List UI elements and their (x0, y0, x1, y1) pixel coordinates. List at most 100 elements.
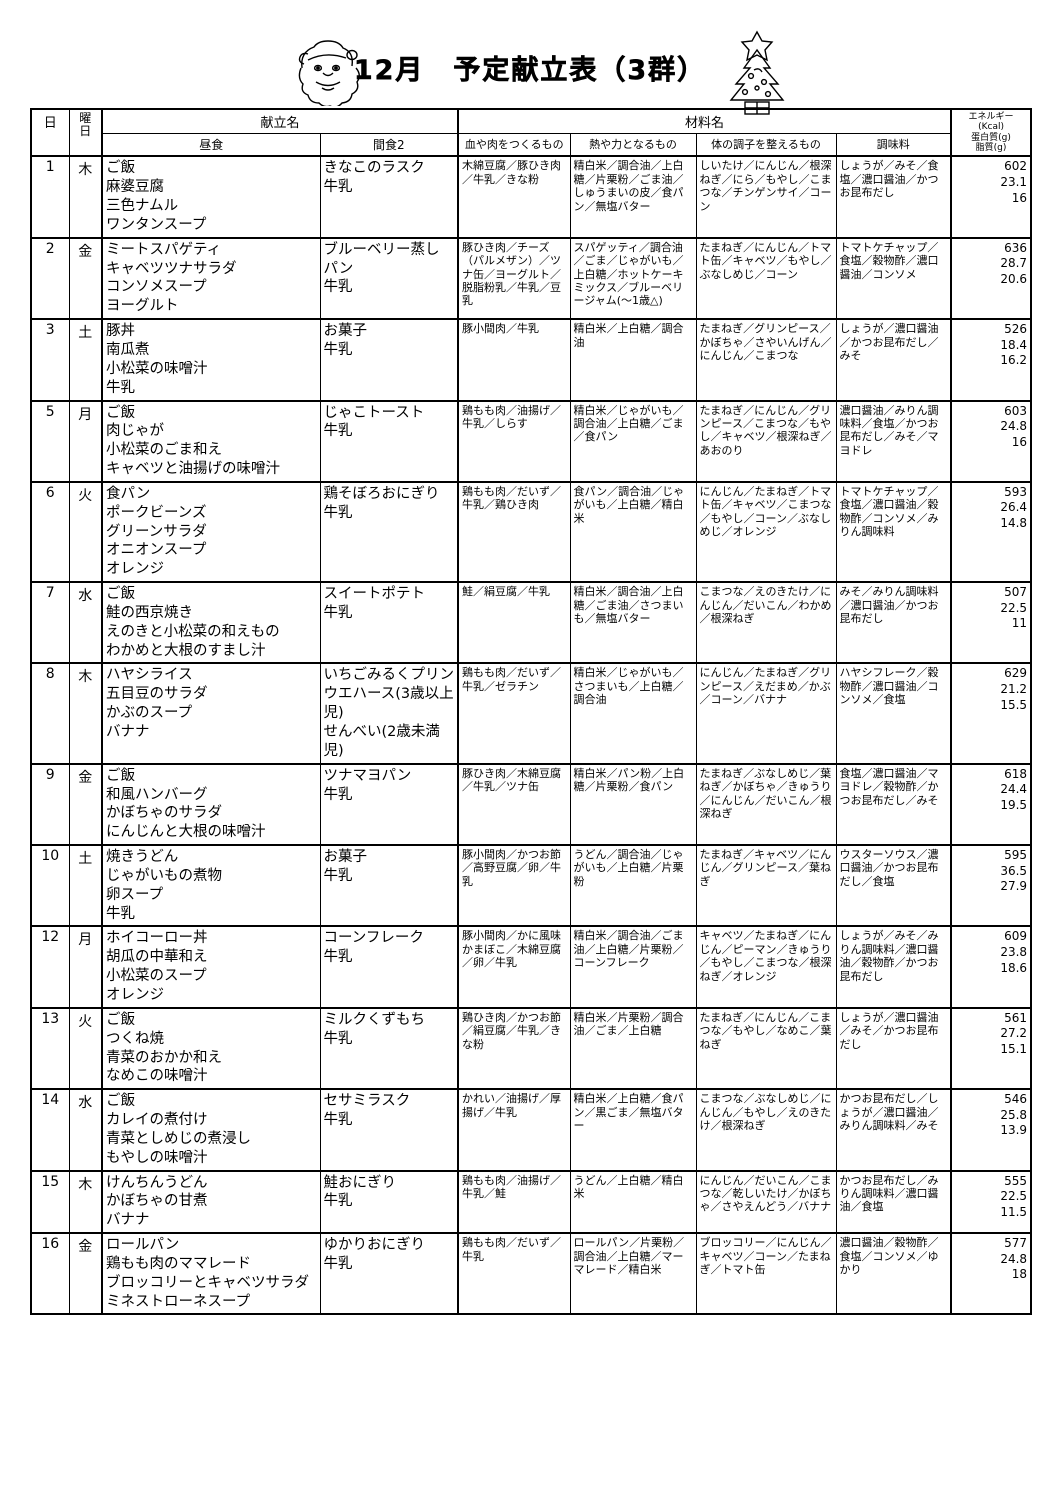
cell-dow: 木 (68, 662, 103, 765)
cell-ing_season: しょうが／みそ／食塩／濃口醤油／かつお昆布だし (835, 155, 952, 239)
cell-ing_season: ウスターソウス／濃口醤油／かつお昆布だし／食塩 (835, 844, 952, 927)
header-ing-season: 調味料 (835, 133, 952, 157)
cell-lunch: ご飯 和風ハンバーグ かぼちゃのサラダ にんじんと大根の味噌汁 (101, 762, 321, 846)
cell-ing_protein: 鶏ひき肉／かつお節／絹豆腐／牛乳／きな粉 (457, 1006, 571, 1090)
cell-ing_season: しょうが／みそ／みりん調味料／濃口醤油／穀物酢／かつお昆布だし (835, 925, 952, 1009)
cell-dow: 水 (68, 581, 103, 664)
cell-snack: じゃこトースト 牛乳 (319, 399, 459, 483)
cell-ing_protein: 鶏もも肉／油揚げ／牛乳／鮭 (457, 1169, 571, 1234)
cell-dow: 土 (68, 318, 103, 402)
cell-ing_protein: 木綿豆腐／豚ひき肉／牛乳／きな粉 (457, 155, 571, 239)
cell-ing_regulate: にんじん／だいこん／こまつな／乾しいたけ／かぼちゃ／さやえんどう／バナナ (695, 1169, 837, 1234)
menu-table: 日 曜日 献立名 材料名 エネルギー (Kcal) 蛋白質(g) 脂質(g) 昼… (30, 108, 1033, 1316)
cell-snack: コーンフレーク 牛乳 (319, 925, 459, 1009)
table-row: 7 水ご飯 鮭の西京焼き えのきと小松菜の和えもの わかめと大根のすまし汁 スイート… (30, 581, 1032, 664)
cell-ing_energy: 精白米／上白糖／食パン／黒ごま／無塩バター (569, 1088, 697, 1172)
cell-nutrition: 618 24.4 19.5 (950, 762, 1032, 846)
cell-ing_regulate: にんじん／たまねぎ／グリンピース／えだまめ／かぶ／コーン／バナナ (695, 662, 837, 765)
santa-icon (298, 40, 360, 106)
cell-ing_energy: ロールパン／片栗粉／調合油／上白糖／マーマレード／精白米 (569, 1232, 697, 1315)
cell-day: 1 (30, 155, 70, 239)
cell-ing_season: かつお昆布だし／しょうが／濃口醤油／みりん調味料／みそ (835, 1088, 952, 1172)
table-row: 1 木ご飯 麻婆豆腐 三色ナムル ワンタンスープ きなこのラスク 牛乳 木綿豆腐／豚ひ… (30, 155, 1032, 239)
cell-lunch: ご飯 鮭の西京焼き えのきと小松菜の和えもの わかめと大根のすまし汁 (101, 581, 321, 664)
cell-day: 14 (30, 1088, 70, 1172)
cell-lunch: 食パン ポークビーンズ グリーンサラダ オニオンスープ オレンジ (101, 480, 321, 583)
header-snack2: 間食2 (319, 133, 459, 157)
table-row: 2 金ミートスパゲティ キャベツツナサラダ コンソメスープ ヨーグルト ブルーベリー… (30, 236, 1032, 320)
cell-nutrition: 593 26.4 14.8 (950, 480, 1032, 583)
cell-ing_energy: 精白米／片栗粉／調合油／ごま／上白糖 (569, 1006, 697, 1090)
cell-lunch: ご飯 肉じゃが 小松菜のごま和え キャベツと油揚げの味噌汁 (101, 399, 321, 483)
cell-ing_regulate: たまねぎ／ぶなしめじ／葉ねぎ／かぼちゃ／きゅうり／にんじん／だいこん／根深ねぎ (695, 762, 837, 846)
header-ing-regulate: 体の調子を整えるもの (695, 133, 837, 157)
header-day: 日 (30, 108, 70, 157)
cell-ing_regulate: たまねぎ／にんじん／グリンピース／こまつな／もやし／キャベツ／根深ねぎ／あおのり (695, 399, 837, 483)
title-band: 12月 予定献立表（3群） (30, 30, 1030, 115)
table-row: 15 木けんちんうどん かぼちゃの甘煮 バナナ 鮭おにぎり 牛乳 鶏もも肉／油揚げ／牛… (30, 1169, 1032, 1234)
cell-nutrition: 609 23.8 18.6 (950, 925, 1032, 1009)
header-lunch: 昼食 (101, 133, 321, 157)
header-dow: 曜日 (68, 108, 103, 157)
cell-dow: 水 (68, 1088, 103, 1172)
cell-ing_regulate: キャベツ／たまねぎ／にんじん／ピーマン／きゅうり／もやし／こまつな／根深ねぎ／オ… (695, 925, 837, 1009)
cell-nutrition: 555 22.5 11.5 (950, 1169, 1032, 1234)
cell-ing_energy: スパゲッティ／調合油／ごま／じゃがいも／上白糖／ホットケーキミックス／ブルーベリ… (569, 236, 697, 320)
cell-lunch: ロールパン 鶏もも肉のママレード ブロッコリーとキャベツサラダ ミネストローネス… (101, 1232, 321, 1315)
cell-nutrition: 636 28.7 20.6 (950, 236, 1032, 320)
header-menu-group: 献立名 (100, 108, 459, 135)
cell-snack: セサミラスク 牛乳 (319, 1088, 459, 1172)
cell-lunch: ハヤシライス 五目豆のサラダ かぶのスープ バナナ (101, 662, 321, 765)
table-row: 6 火食パン ポークビーンズ グリーンサラダ オニオンスープ オレンジ 鶏そぼろおに… (30, 480, 1032, 583)
cell-snack: いちごみるくプリン ウエハース(3歳以上児) せんべい(2歳未満児) (319, 662, 459, 765)
cell-ing_energy: 食パン／調合油／じゃがいも／上白糖／精白米 (569, 480, 697, 583)
cell-dow: 金 (68, 762, 103, 846)
cell-dow: 月 (68, 399, 103, 483)
cell-day: 16 (30, 1232, 70, 1315)
cell-nutrition: 546 25.8 13.9 (950, 1088, 1032, 1172)
cell-ing_protein: 鶏もも肉／だいず／牛乳 (457, 1232, 571, 1315)
cell-snack: お菓子 牛乳 (319, 318, 459, 402)
cell-ing_season: 食塩／濃口醤油／マヨドレ／穀物酢／かつお昆布だし／みそ (835, 762, 952, 846)
cell-ing_regulate: たまねぎ／にんじん／トマト缶／キャベツ／もやし／ぶなしめじ／コーン (695, 236, 837, 320)
cell-nutrition: 602 23.1 16 (950, 155, 1032, 239)
cell-ing_regulate: たまねぎ／グリンピース／かぼちゃ／さやいんげん／にんじん／こまつな (695, 318, 837, 402)
cell-ing_season: しょうが／濃口醤油／みそ／かつお昆布だし (835, 1006, 952, 1090)
header-ing-protein: 血や肉をつくるもの (457, 133, 571, 157)
cell-ing_protein: 豚小間肉／かつお節／高野豆腐／卵／牛乳 (457, 844, 571, 927)
cell-dow: 火 (68, 1006, 103, 1090)
cell-lunch: ミートスパゲティ キャベツツナサラダ コンソメスープ ヨーグルト (101, 236, 321, 320)
header-ing-energy: 熱や力となるもの (569, 133, 697, 157)
cell-ing_energy: 精白米／じゃがいも／調合油／上白糖／ごま／食パン (569, 399, 697, 483)
cell-ing_protein: 鶏もも肉／油揚げ／牛乳／しらす (457, 399, 571, 483)
cell-lunch: ご飯 つくね焼 青菜のおかか和え なめこの味噌汁 (101, 1006, 321, 1090)
cell-lunch: ホイコーロー丼 胡瓜の中華和え 小松菜のスープ オレンジ (101, 925, 321, 1009)
cell-ing_regulate: にんじん／たまねぎ／トマト缶／キャベツ／こまつな／もやし／コーン／ぶなしめじ／オ… (695, 480, 837, 583)
cell-dow: 木 (68, 155, 103, 239)
cell-lunch: 焼きうどん じゃがいもの煮物 卵スープ 牛乳 (101, 844, 321, 927)
cell-day: 2 (30, 236, 70, 320)
cell-nutrition: 603 24.8 16 (950, 399, 1032, 483)
table-header: 日 曜日 献立名 材料名 エネルギー (Kcal) 蛋白質(g) 脂質(g) 昼… (30, 108, 1032, 157)
table-row: 10 土焼きうどん じゃがいもの煮物 卵スープ 牛乳 お菓子 牛乳 豚小間肉／かつお節… (30, 844, 1032, 927)
cell-ing_regulate: こまつな／ぶなしめじ／にんじん／もやし／えのきたけ／根深ねぎ (695, 1088, 837, 1172)
cell-lunch: ご飯 麻婆豆腐 三色ナムル ワンタンスープ (101, 155, 321, 239)
cell-snack: ゆかりおにぎり 牛乳 (319, 1232, 459, 1315)
table-row: 9 金ご飯 和風ハンバーグ かぼちゃのサラダ にんじんと大根の味噌汁 ツナマヨパン … (30, 762, 1032, 846)
table-body: 1 木ご飯 麻婆豆腐 三色ナムル ワンタンスープ きなこのラスク 牛乳 木綿豆腐／豚ひ… (30, 155, 1032, 1315)
cell-day: 3 (30, 318, 70, 402)
cell-day: 15 (30, 1169, 70, 1234)
cell-ing_energy: 精白米／パン粉／上白糖／片栗粉／食パン (569, 762, 697, 846)
cell-snack: お菓子 牛乳 (319, 844, 459, 927)
cell-ing_protein: かれい／油揚げ／厚揚げ／牛乳 (457, 1088, 571, 1172)
cell-snack: きなこのラスク 牛乳 (319, 155, 459, 239)
table-row: 3 土豚丼 南瓜煮 小松菜の味噌汁 牛乳 お菓子 牛乳 豚小間肉／牛乳 精白米／上白糖／… (30, 318, 1032, 402)
cell-snack: 鶏そぼろおにぎり 牛乳 (319, 480, 459, 583)
cell-ing_protein: 豚ひき肉／木綿豆腐／牛乳／ツナ缶 (457, 762, 571, 846)
cell-snack: ブルーベリー蒸しパン 牛乳 (319, 236, 459, 320)
cell-nutrition: 629 21.2 15.5 (950, 662, 1032, 765)
cell-ing_season: トマトケチャップ／食塩／濃口醤油／穀物酢／コンソメ／みりん調味料 (835, 480, 952, 583)
table-row: 13 火ご飯 つくね焼 青菜のおかか和え なめこの味噌汁 ミルクくずもち 牛乳 鶏ひき… (30, 1006, 1032, 1090)
cell-dow: 月 (68, 925, 103, 1009)
cell-day: 13 (30, 1006, 70, 1090)
